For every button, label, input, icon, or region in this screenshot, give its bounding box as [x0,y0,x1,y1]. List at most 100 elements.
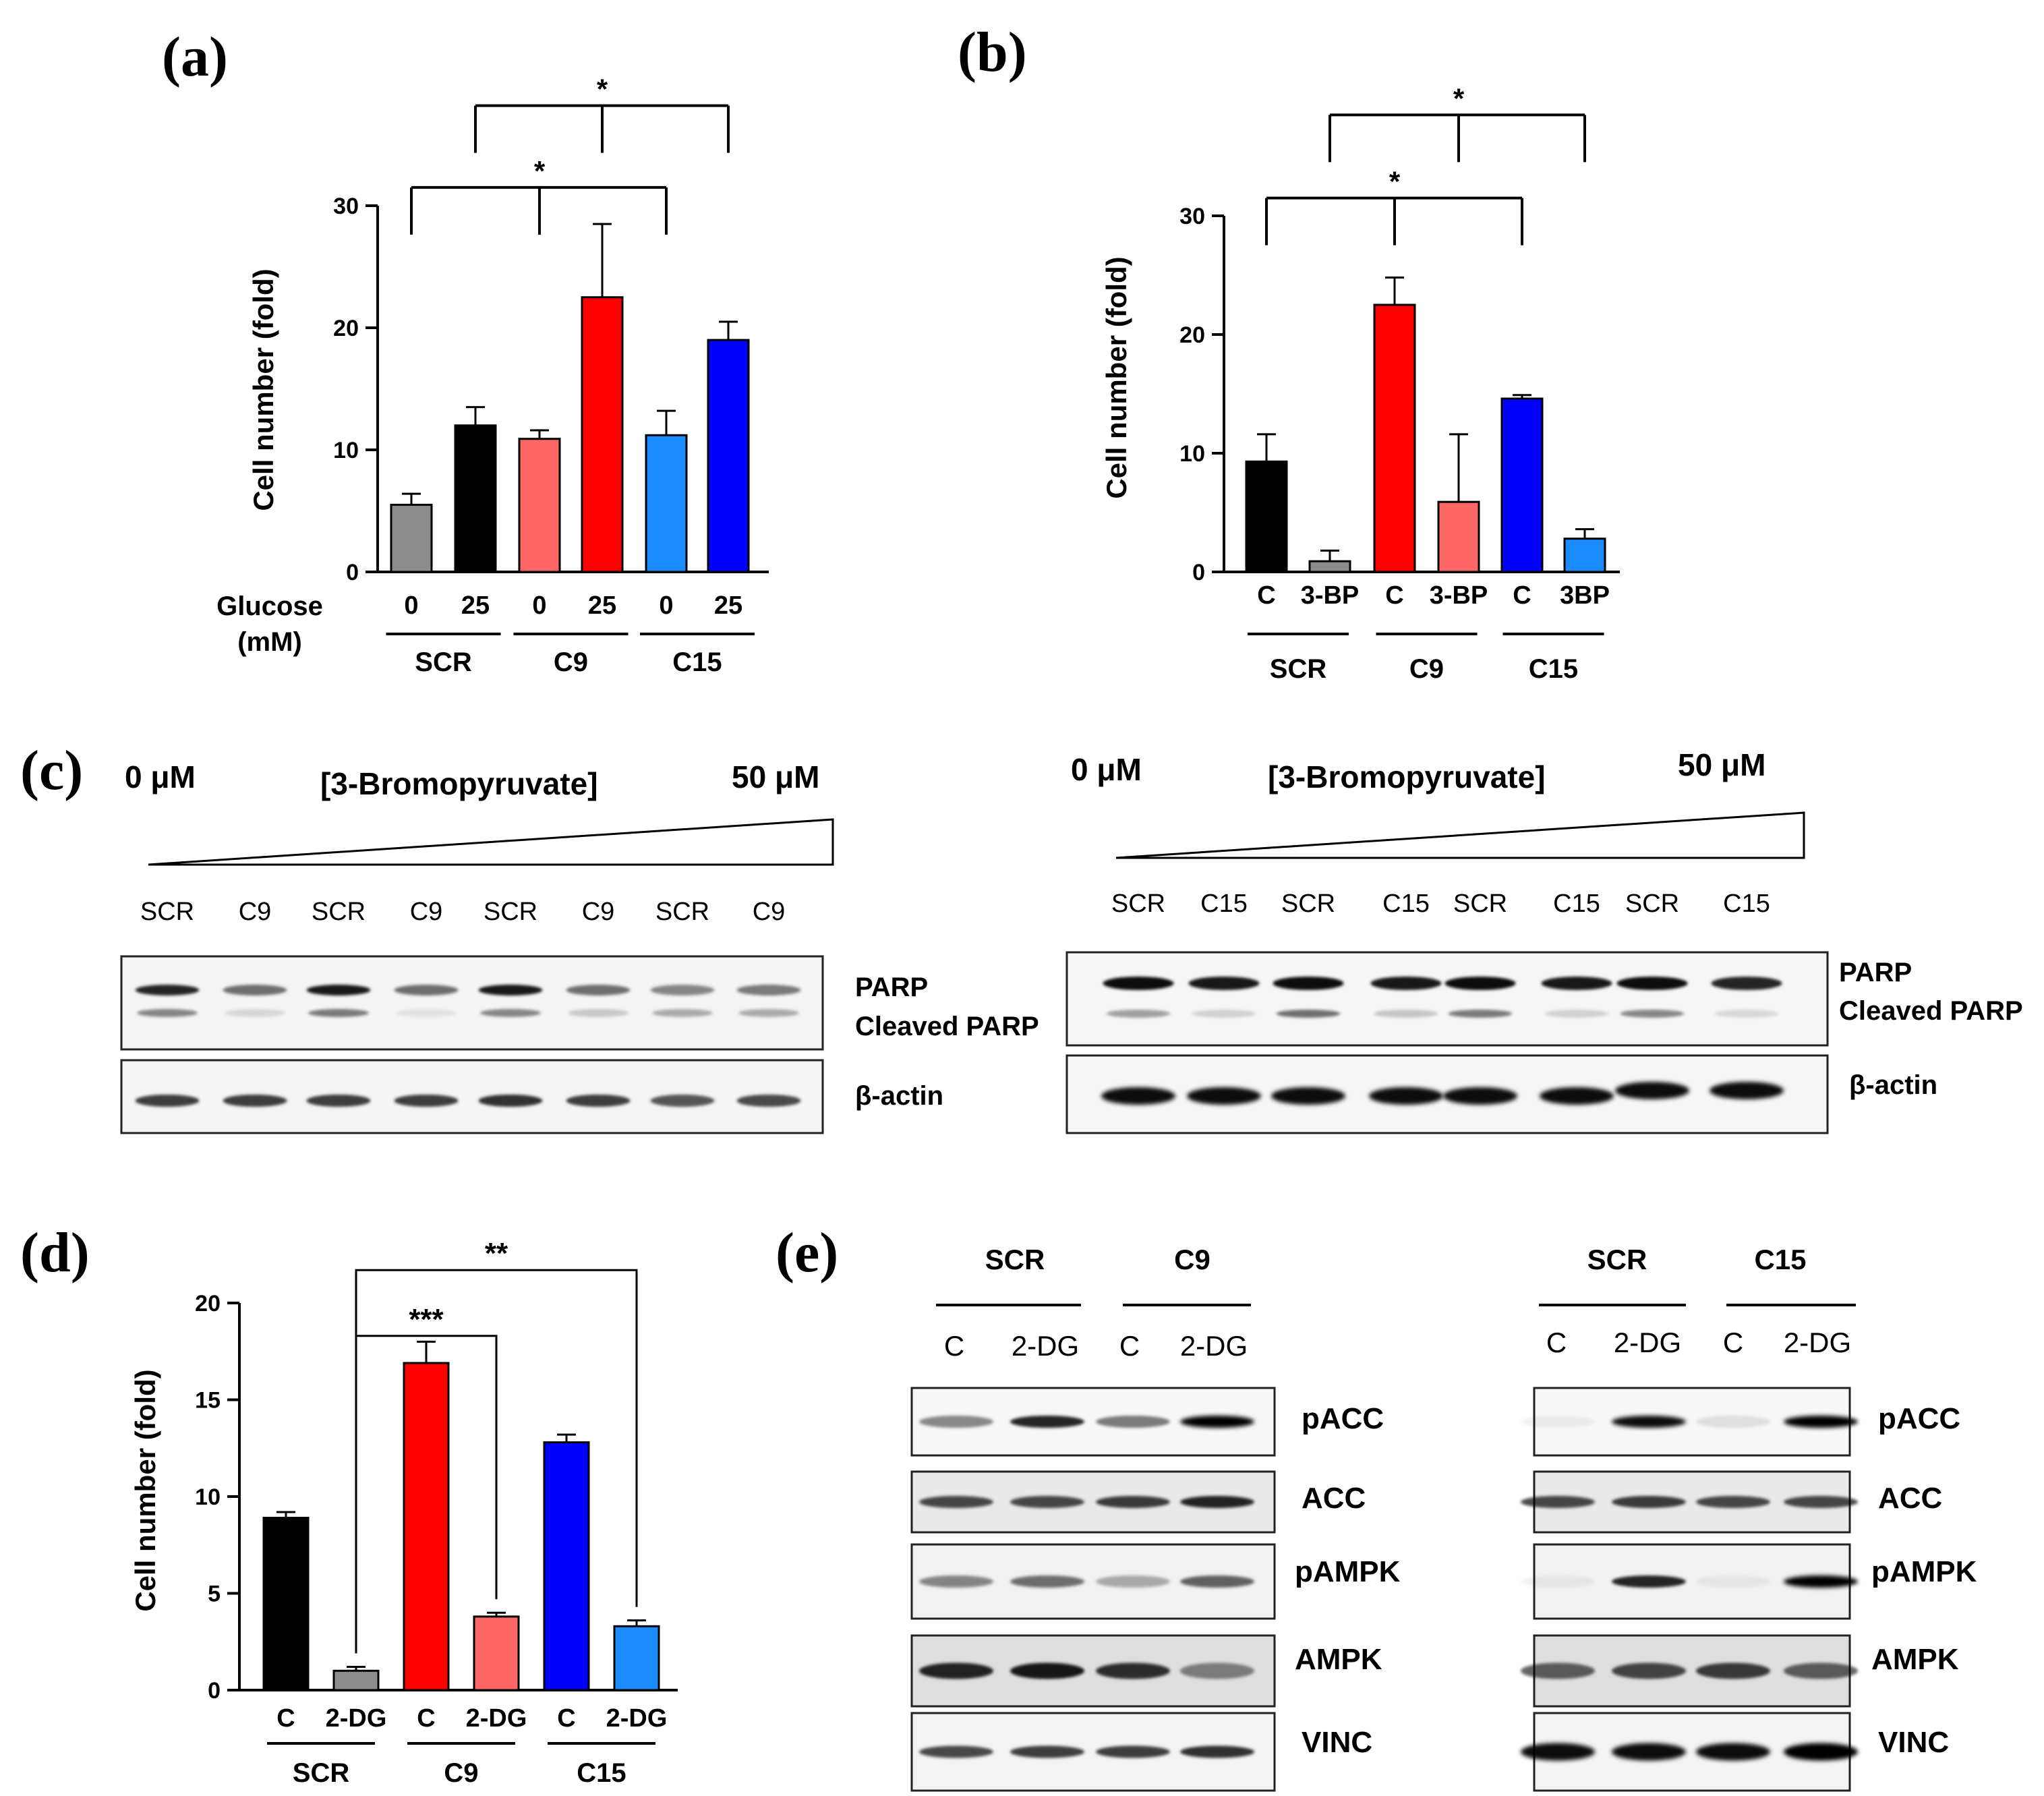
category-label: C [276,1704,295,1733]
bar [473,1615,520,1691]
blot-band-cleaved-parp-core [1544,1010,1609,1018]
chart-d: 0 5 10 15 20 Cell number (fold) C 2-DG C 2-DG C 2-D… [129,1237,678,1788]
blot-label-cleaved-parp: Cleaved PARP [1839,996,2023,1026]
blot-band-core [1521,1416,1595,1428]
blot-label-beta-actin: β-actin [855,1081,943,1111]
lane-label: 2-DG [1784,1327,1851,1358]
blot-label-parp: PARP [1839,958,1912,987]
blot-c-left: 0 μM [3-Bromopyruvate] 50 μM SCR C9 SCR C9 S… [120,759,1039,1134]
protein-label-vinc: VINC [1878,1726,1949,1759]
blot-band-actin [1540,1087,1614,1105]
parp-blot-frame [1065,951,1829,1047]
group-label-scr: SCR [1587,1244,1647,1275]
blot-band-actin [736,1095,801,1107]
blot-band-parp-core [394,985,459,995]
blot-band-core [1096,1662,1170,1679]
blot-band-actin [306,1095,371,1107]
blot-band-parp [1273,977,1344,990]
blot-band [1612,1743,1686,1761]
lane-label: SCR [312,898,366,926]
blot-band [1096,1575,1170,1588]
group-label: SCR [293,1758,350,1788]
blot-band-core [1180,1662,1254,1679]
blot-band [1696,1743,1770,1761]
group-label: C15 [672,647,722,677]
blot-band [919,1575,993,1588]
bar [581,296,624,573]
blot-band [1010,1496,1084,1508]
bar [403,1362,450,1691]
category-label: 2-DG [466,1704,527,1733]
lane-label: C9 [582,898,615,926]
blot-band-parp [306,985,371,995]
concentration-wedge [1115,811,1805,859]
blot-band-core [919,1662,993,1679]
category-label: 0 [532,591,546,620]
blot-band-core [1180,1496,1254,1508]
blot-band-actin-core [135,1095,200,1107]
bar [1500,397,1544,573]
protein-label-vinc: VINC [1302,1726,1372,1759]
blot-band-core [1521,1575,1595,1588]
blot-band-core [1784,1416,1858,1428]
lane-label: C [1546,1327,1567,1358]
blot-band-core [1696,1575,1770,1588]
chart-b: 0 10 20 30 Cell number (fold) C 3-BP C 3-BP C 3BP S… [1101,82,1620,684]
bar [1373,303,1416,573]
concentration-wedge [148,818,834,866]
blot-band [1096,1496,1170,1508]
category-label: 0 [404,591,418,620]
blot-band-parp-core [135,985,200,995]
blot-band [1521,1575,1595,1588]
blot-band-actin-core [1101,1087,1175,1105]
category-label: 3BP [1560,581,1610,610]
category-label: 2-DG [606,1704,668,1733]
blot-band-actin [223,1095,287,1107]
parp-blot-frame [120,955,824,1051]
category-label: 2-DG [326,1704,387,1733]
blot-band [1521,1662,1595,1679]
blot-band-actin-core [650,1095,715,1107]
blot-band-core [1180,1575,1254,1588]
bar [390,503,433,573]
y-axis-label: Cell number (fold) [247,268,279,511]
blot-band-parp [736,985,801,995]
blot-band-core [1521,1496,1595,1508]
blot-band-core [919,1745,993,1758]
blot-band-parp-core [478,985,543,995]
blot-band [1784,1662,1858,1679]
y-tick-label: 5 [208,1582,221,1607]
blot-band-cleaved-parp-core [1276,1010,1341,1018]
blot-band-actin-core [306,1095,371,1107]
bar [1563,538,1606,573]
blot-band-actin [1615,1082,1689,1099]
y-tick-label: 0 [346,560,359,585]
bar [1308,560,1351,573]
blot-band-cleaved-parp-core [480,1009,541,1017]
blot-band-cleaved-parp-core [396,1009,457,1017]
y-tick-label: 10 [195,1484,221,1510]
group-label-c15: C15 [1754,1244,1806,1275]
blot-e-left: SCR C9 C 2-DG C 2-DG pACC ACC pAMPK AMPK… [910,1244,1401,1792]
blot-band-core [1696,1416,1770,1428]
blot-band-cleaved-parp [137,1009,198,1017]
blot-band [919,1496,993,1508]
blot-band-parp [650,985,715,995]
blot-band [1696,1662,1770,1679]
lane-label: C [944,1330,964,1362]
blot-band-parp [1541,977,1612,990]
group-label: SCR [415,647,472,677]
blot-band-actin-core [1187,1087,1261,1105]
category-label: C [1513,581,1531,610]
blot-band [1180,1575,1254,1588]
blot-band-parp-core [566,985,631,995]
panel-label-c: (c) [20,739,83,802]
lane-label: C9 [410,898,443,926]
lane-label: 2-DG [1614,1327,1681,1358]
blot-band [919,1745,993,1758]
group-label-scr: SCR [985,1244,1045,1275]
lane-label: SCR [1453,890,1507,918]
blot-band-parp-core [1616,977,1688,990]
blot-label-parp: PARP [855,973,928,1002]
blot-band-parp-core [1541,977,1612,990]
